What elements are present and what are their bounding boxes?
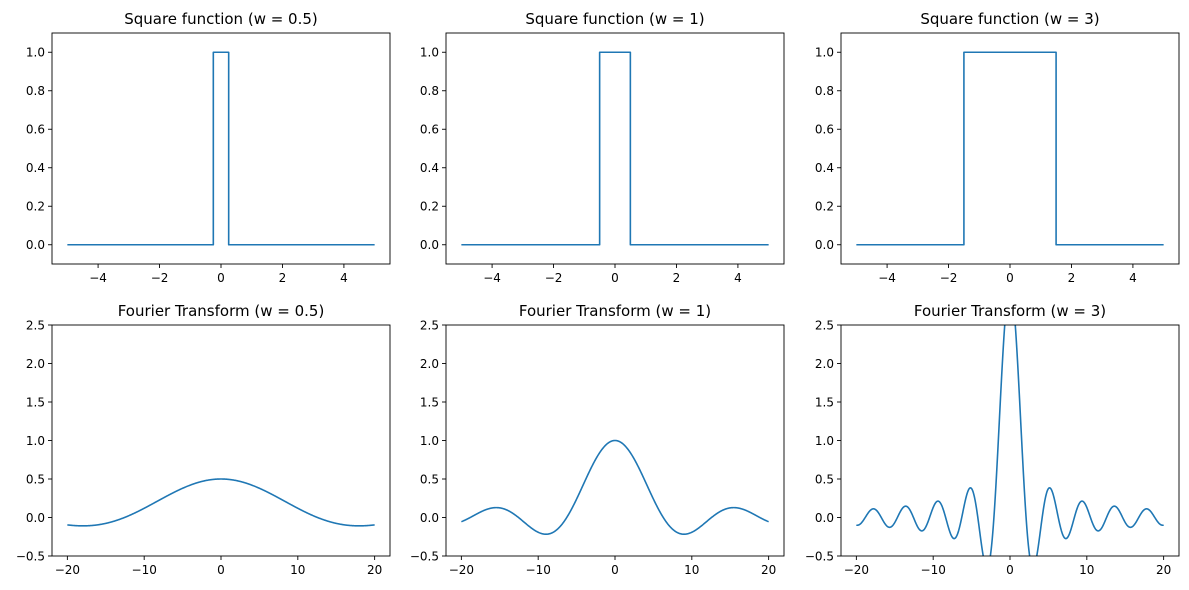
x-tick-label: −2 <box>940 271 958 285</box>
panel-6: −20 −10 0 10 20 −0.5 0.0 0.5 1.0 1.5 2.0 2.5 Fourier… <box>805 302 1180 577</box>
x-tick-label: 4 <box>734 271 742 285</box>
panel-4: −20 −10 0 10 20 −0.5 0.0 0.5 1.0 1.5 2.0 2.5 Fourier… <box>16 302 391 577</box>
series-line <box>460 439 770 536</box>
x-tick-label: 10 <box>290 563 305 577</box>
x-tick-label: −2 <box>151 271 169 285</box>
x-tick-label: 10 <box>684 563 699 577</box>
y-tick-label: 2.5 <box>815 318 834 332</box>
panel-title: Fourier Transform (w = 1) <box>519 302 711 320</box>
y-tick-label: 0.4 <box>815 161 834 175</box>
x-tick-label: −20 <box>55 563 80 577</box>
x-tick-label: 2 <box>1068 271 1076 285</box>
x-tick-label: 20 <box>761 563 776 577</box>
x-tick-label: −20 <box>844 563 869 577</box>
x-tick-label: 2 <box>673 271 681 285</box>
y-tick-label: −0.5 <box>805 549 834 563</box>
panel-title: Square function (w = 0.5) <box>124 10 318 28</box>
y-tick-label: 1.5 <box>420 395 439 409</box>
x-tick-label: 0 <box>217 271 225 285</box>
x-tick-label: −4 <box>878 271 896 285</box>
series-line <box>66 478 376 527</box>
panel-1: −4 −2 0 2 4 0.0 0.2 0.4 0.6 0.8 1.0 Square function… <box>26 10 391 285</box>
panel-5: −20 −10 0 10 20 −0.5 0.0 0.5 1.0 1.5 2.0 2.5 Fourier… <box>410 302 785 577</box>
x-tick-label: 0 <box>217 563 225 577</box>
x-tick-label: 0 <box>1006 563 1014 577</box>
y-tick-label: 0.2 <box>26 200 45 214</box>
y-tick-label: 1.0 <box>420 434 439 448</box>
y-tick-label: 1.0 <box>26 46 45 60</box>
y-tick-label: 0.5 <box>815 472 834 486</box>
y-tick-label: 1.5 <box>26 395 45 409</box>
panel-title: Fourier Transform (w = 0.5) <box>118 302 325 320</box>
x-tick-label: 20 <box>367 563 382 577</box>
y-tick-label: 0.8 <box>420 84 439 98</box>
panel-3: −4 −2 0 2 4 0.0 0.2 0.4 0.6 0.8 1.0 Square function… <box>815 10 1180 285</box>
y-tick-label: 2.0 <box>815 357 834 371</box>
x-tick-label: −4 <box>89 271 107 285</box>
y-tick-label: 0.2 <box>815 200 834 214</box>
y-tick-label: 0.4 <box>420 161 439 175</box>
x-tick-label: 0 <box>1006 271 1014 285</box>
series-line <box>856 51 1164 246</box>
y-tick-label: 0.6 <box>26 123 45 137</box>
y-tick-label: 0.2 <box>420 200 439 214</box>
y-tick-label: 2.5 <box>420 318 439 332</box>
y-tick-label: 0.0 <box>26 238 45 252</box>
panel-title: Square function (w = 1) <box>525 10 704 28</box>
y-tick-label: 1.0 <box>420 46 439 60</box>
y-tick-label: 0.6 <box>420 123 439 137</box>
x-tick-label: −10 <box>526 563 551 577</box>
y-tick-label: 0.0 <box>815 238 834 252</box>
y-tick-label: −0.5 <box>410 549 439 563</box>
x-tick-label: 0 <box>611 563 619 577</box>
x-tick-label: 20 <box>1156 563 1171 577</box>
series-line <box>461 51 769 246</box>
y-tick-label: 1.0 <box>26 434 45 448</box>
y-tick-label: 0.0 <box>815 511 834 525</box>
y-tick-label: 0.8 <box>815 84 834 98</box>
y-tick-label: 0.5 <box>420 472 439 486</box>
panel-title: Square function (w = 3) <box>920 10 1099 28</box>
y-tick-label: 2.5 <box>26 318 45 332</box>
y-tick-label: 0.8 <box>26 84 45 98</box>
y-tick-label: 0.6 <box>815 123 834 137</box>
y-tick-label: 2.0 <box>26 357 45 371</box>
x-tick-label: −10 <box>132 563 157 577</box>
x-tick-label: −20 <box>449 563 474 577</box>
y-tick-label: 2.0 <box>420 357 439 371</box>
y-tick-label: 0.0 <box>26 511 45 525</box>
y-tick-label: 1.5 <box>815 395 834 409</box>
x-tick-label: 0 <box>611 271 619 285</box>
x-tick-label: 2 <box>279 271 287 285</box>
y-tick-label: 0.4 <box>26 161 45 175</box>
x-tick-label: 4 <box>1129 271 1137 285</box>
x-tick-label: −10 <box>921 563 946 577</box>
x-tick-label: 10 <box>1079 563 1094 577</box>
y-tick-label: 1.0 <box>815 46 834 60</box>
panel-2: −4 −2 0 2 4 0.0 0.2 0.4 0.6 0.8 1.0 Square function… <box>420 10 785 285</box>
y-tick-label: 0.5 <box>26 472 45 486</box>
y-tick-label: 0.0 <box>420 511 439 525</box>
series-line <box>67 51 375 246</box>
y-tick-label: 1.0 <box>815 434 834 448</box>
x-tick-label: −2 <box>545 271 563 285</box>
y-tick-label: 0.0 <box>420 238 439 252</box>
x-tick-label: 4 <box>340 271 348 285</box>
y-tick-label: −0.5 <box>16 549 45 563</box>
series-line <box>855 325 1165 556</box>
panel-title: Fourier Transform (w = 3) <box>914 302 1106 320</box>
x-tick-label: −4 <box>483 271 501 285</box>
